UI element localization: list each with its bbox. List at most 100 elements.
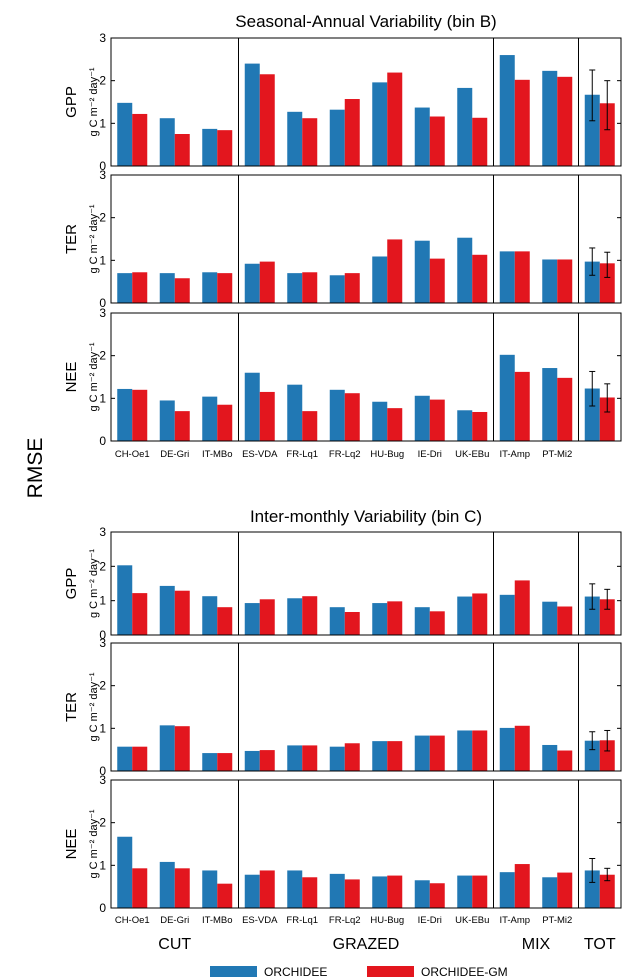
bar-orchidee-ch-oe1 (117, 746, 133, 771)
ytick-label: 3 (99, 31, 106, 45)
bar-orchidee-ch-oe1 (117, 565, 133, 635)
bar-orchidee-uk-ebu (457, 410, 473, 441)
bar-orchidee-ie-dri (414, 607, 430, 635)
panel-frame (110, 312, 622, 442)
bar-orchidee-gm-uk-ebu (472, 117, 488, 166)
bar-orchidee-it-amp (499, 251, 515, 303)
bar-orchidee-gm-it-mbo (217, 753, 233, 771)
ytick-label: 0 (99, 159, 106, 173)
bar-orchidee-gm-pt-mi2 (557, 750, 573, 771)
bar-orchidee-gm-fr-lq2 (344, 273, 360, 303)
ytick-label: 1 (99, 721, 106, 735)
bar-orchidee-es-vda (244, 263, 260, 303)
bar-orchidee-gm-it-amp (514, 371, 530, 441)
bar-orchidee-pt-mi2 (542, 601, 558, 635)
bar-orchidee-pt-mi2 (542, 877, 558, 908)
panel-nee: 0 1 2 3 NEE g C m⁻² day⁻¹ (63, 306, 622, 448)
bar-orchidee-it-mbo (202, 753, 218, 771)
ytick-label: 0 (99, 764, 106, 778)
ytick-label: 3 (99, 636, 106, 650)
unit-label: g C m⁻² day⁻¹ (88, 67, 100, 136)
xtick-label: HU-Bug (370, 449, 404, 460)
bar-orchidee-uk-ebu (457, 87, 473, 166)
bar-orchidee-fr-lq2 (329, 275, 345, 303)
ytick-label: 2 (99, 559, 106, 573)
bar-orchidee-gm-fr-lq1 (302, 745, 318, 771)
bar-orchidee-tot (584, 596, 600, 635)
ytick-label: 0 (99, 434, 106, 448)
panel-frame (110, 174, 622, 304)
bar-orchidee-gm-tot (599, 263, 615, 303)
bar-orchidee-hu-bug (372, 82, 388, 166)
bar-orchidee-fr-lq2 (329, 109, 345, 166)
bar-orchidee-es-vda (244, 603, 260, 635)
bar-orchidee-gm-pt-mi2 (557, 377, 573, 441)
xtick-label: FR-Lq2 (329, 449, 361, 460)
ytick-label: 2 (99, 679, 106, 693)
unit-label: g C m⁻² day⁻¹ (88, 672, 100, 741)
bar-orchidee-it-amp (499, 354, 515, 441)
bar-orchidee-gm-ch-oe1 (132, 113, 148, 166)
bar-orchidee-fr-lq1 (287, 111, 303, 166)
xtick-label: ES-VDA (242, 449, 278, 460)
xtick-label: IT-MBo (202, 915, 233, 926)
group-label-grazed: GRAZED (333, 936, 400, 953)
bar-orchidee-ch-oe1 (117, 388, 133, 441)
bar-orchidee-gm-ie-dri (429, 399, 445, 441)
bar-orchidee-gm-it-amp (514, 79, 530, 166)
bar-orchidee-gm-ch-oe1 (132, 868, 148, 908)
bar-orchidee-pt-mi2 (542, 368, 558, 441)
bar-orchidee-gm-es-vda (259, 599, 275, 635)
panel-ter: 0 1 2 3 TER g C m⁻² day⁻¹ (63, 168, 622, 310)
panel-frame (110, 642, 622, 772)
bar-orchidee-it-mbo (202, 596, 218, 635)
bar-orchidee-gm-hu-bug (387, 601, 403, 635)
bar-orchidee-tot (584, 388, 600, 441)
xtick-label: IE-Dri (418, 449, 442, 460)
ytick-label: 0 (99, 296, 106, 310)
xtick-label: CH-Oe1 (115, 449, 150, 460)
chart-2: Inter-monthly Variability (bin C) 0 1 2 3 GPP… (63, 507, 622, 926)
unit-label: g C m⁻² day⁻¹ (88, 204, 100, 273)
xtick-label: UK-EBu (455, 915, 489, 926)
bar-orchidee-hu-bug (372, 741, 388, 771)
bar-orchidee-uk-ebu (457, 875, 473, 908)
bar-orchidee-it-amp (499, 55, 515, 166)
ytick-label: 2 (99, 211, 106, 225)
bar-orchidee-gm-fr-lq2 (344, 393, 360, 441)
ytick-label: 3 (99, 306, 106, 320)
bar-orchidee-gm-uk-ebu (472, 875, 488, 908)
chart-title: Inter-monthly Variability (bin C) (250, 507, 482, 526)
bar-orchidee-gm-ie-dri (429, 735, 445, 771)
xtick-label: IE-Dri (418, 915, 442, 926)
panel-frame (110, 779, 622, 909)
bar-orchidee-tot (584, 740, 600, 771)
bar-orchidee-ie-dri (414, 240, 430, 303)
bar-orchidee-gm-uk-ebu (472, 593, 488, 635)
legend-swatch-orchidee-gm (367, 966, 414, 977)
bar-orchidee-gm-fr-lq1 (302, 877, 318, 908)
bar-orchidee-gm-de-gri (174, 134, 190, 166)
bar-orchidee-pt-mi2 (542, 744, 558, 771)
bar-orchidee-gm-ie-dri (429, 883, 445, 908)
bar-orchidee-hu-bug (372, 603, 388, 635)
panel-gpp: 0 1 2 3 GPP g C m⁻² day⁻¹ (63, 525, 622, 642)
bar-orchidee-gm-it-mbo (217, 130, 233, 166)
bar-orchidee-gm-fr-lq1 (302, 118, 318, 166)
ytick-label: 1 (99, 391, 106, 405)
bar-orchidee-it-mbo (202, 870, 218, 908)
bar-orchidee-gm-es-vda (259, 261, 275, 303)
bar-orchidee-ie-dri (414, 107, 430, 166)
chart-title: Seasonal-Annual Variability (bin B) (235, 12, 496, 31)
xtick-label: IT-MBo (202, 449, 233, 460)
bar-orchidee-gm-de-gri (174, 726, 190, 771)
legend: ORCHIDEE ORCHIDEE-GM (210, 965, 508, 979)
bar-orchidee-gm-uk-ebu (472, 254, 488, 303)
ytick-label: 2 (99, 816, 106, 830)
xtick-label: IT-Amp (499, 915, 530, 926)
bar-orchidee-gm-fr-lq2 (344, 743, 360, 771)
bar-orchidee-gm-tot (599, 397, 615, 441)
bar-orchidee-hu-bug (372, 876, 388, 908)
bar-orchidee-gm-ie-dri (429, 258, 445, 303)
bar-orchidee-gm-hu-bug (387, 875, 403, 908)
